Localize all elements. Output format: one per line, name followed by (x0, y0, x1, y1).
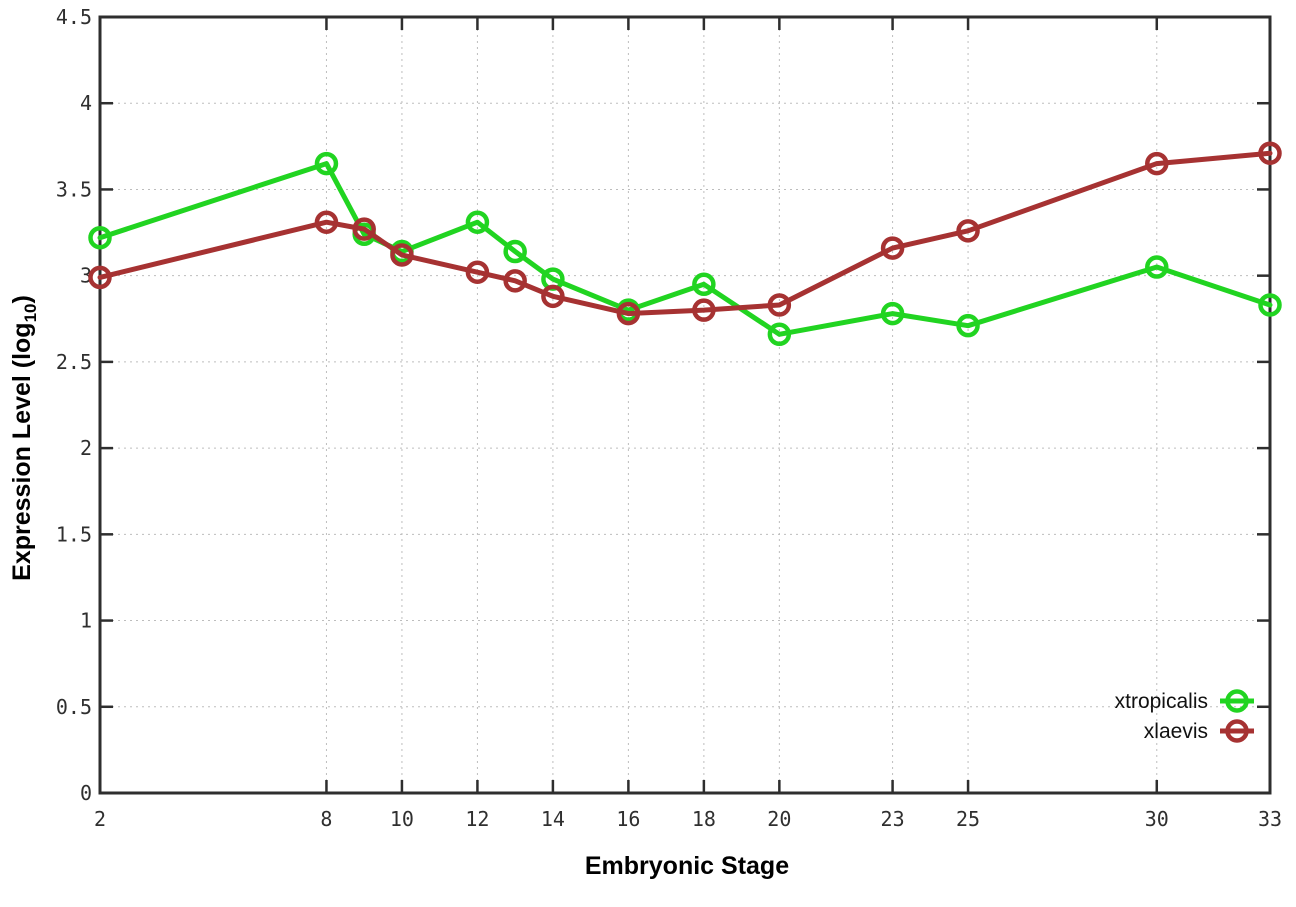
x-tick-label: 14 (541, 807, 565, 831)
y-tick-label: 4 (80, 91, 92, 115)
legend-label: xtropicalis (1115, 690, 1208, 713)
data-point-xlaevis (314, 210, 339, 234)
y-tick-label: 4.5 (56, 5, 92, 29)
data-point-xtropicalis (503, 239, 527, 264)
data-point-xtropicalis (1258, 293, 1282, 317)
data-point-xtropicalis (465, 210, 490, 234)
series-xlaevis (88, 141, 1282, 326)
data-point-xlaevis (390, 243, 414, 267)
y-axis-title: Expression Level (log10) (8, 295, 40, 581)
data-point-xlaevis (352, 217, 376, 241)
data-point-xtropicalis (314, 151, 339, 176)
data-point-xlaevis (692, 298, 716, 322)
x-tick-label: 16 (616, 807, 640, 831)
x-tick-label: 25 (956, 807, 980, 831)
data-point-xtropicalis (1145, 255, 1169, 279)
x-tick-label: 8 (320, 807, 332, 831)
data-point-xlaevis (88, 265, 112, 290)
data-point-xlaevis (616, 301, 641, 326)
x-tick-label: 30 (1145, 807, 1169, 831)
y-tick-label: 3 (80, 264, 92, 288)
data-point-xlaevis (1258, 141, 1282, 165)
data-point-xlaevis (503, 269, 527, 293)
data-point-xtropicalis (956, 313, 980, 338)
y-tick-label: 2.5 (56, 350, 92, 374)
x-axis-title: Embryonic Stage (585, 852, 789, 880)
data-point-xlaevis (956, 219, 980, 243)
data-point-xlaevis (1145, 151, 1169, 176)
y-tick-label: 1 (80, 609, 92, 633)
legend: xtropicalis xlaevis (1115, 689, 1254, 743)
x-tick-label: 18 (692, 807, 716, 831)
y-tick-label: 1.5 (56, 522, 92, 546)
data-point-xtropicalis (767, 322, 792, 347)
x-tick-label: 33 (1258, 807, 1282, 831)
y-tick-label: 3.5 (56, 177, 92, 201)
data-point-xlaevis (541, 284, 565, 309)
legend-marker (1225, 719, 1249, 743)
x-tick-label: 12 (465, 807, 489, 831)
legend-marker (1225, 689, 1249, 713)
x-tick-label: 2 (94, 807, 106, 831)
data-point-xtropicalis (692, 272, 716, 297)
y-tick-label: 0.5 (56, 695, 92, 719)
legend-entry-xlaevis: xlaevis (1144, 719, 1254, 743)
x-tick-label: 20 (767, 807, 791, 831)
data-point-xlaevis (767, 293, 792, 317)
data-point-xlaevis (880, 236, 905, 260)
plot-border (98, 15, 1272, 795)
legend-label: xlaevis (1144, 720, 1208, 743)
data-point-xtropicalis (88, 225, 112, 250)
y-tick-label: 0 (80, 781, 92, 805)
legend-entry-xtropicalis: xtropicalis (1115, 689, 1254, 713)
data-point-xtropicalis (880, 301, 905, 326)
x-tick-label: 23 (881, 807, 905, 831)
data-point-xlaevis (465, 260, 490, 284)
x-tick-label: 10 (390, 807, 414, 831)
y-tick-label: 2 (80, 436, 92, 460)
